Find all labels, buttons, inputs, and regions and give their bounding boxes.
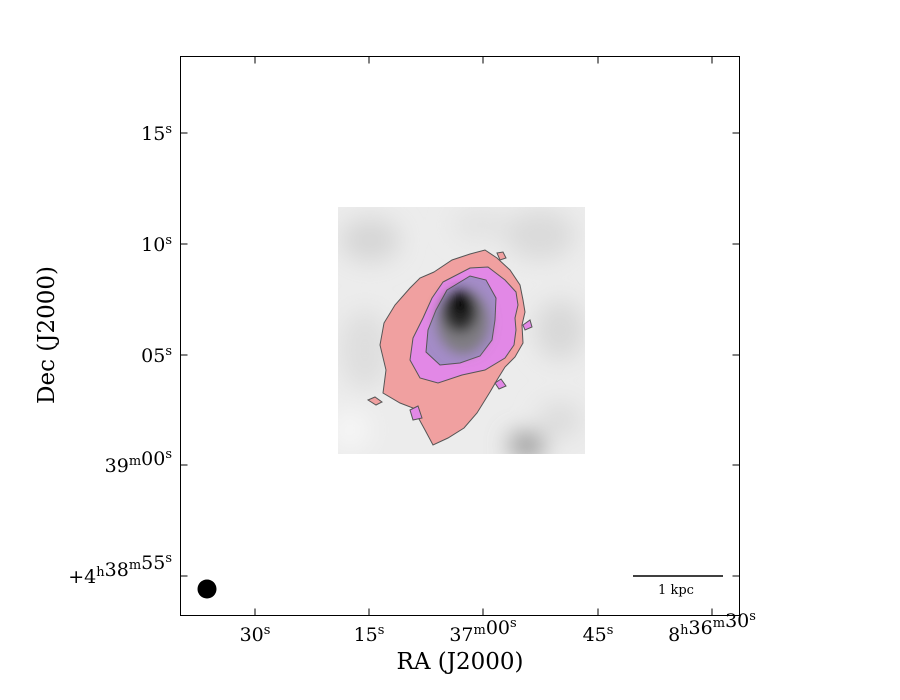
x-axis-ticks: 30s 15s 37m00s 45s 8h36m30s	[240, 56, 756, 646]
x-tick-label: 37m00s	[449, 616, 516, 646]
background-noise	[338, 210, 585, 454]
contour-island	[494, 378, 507, 390]
contour-island	[409, 405, 423, 421]
contour-island	[522, 319, 533, 331]
y-tick-label: 15s	[141, 122, 172, 145]
x-tick-label: 15s	[354, 623, 385, 646]
y-axis-title: Dec (J2000)	[34, 266, 60, 404]
x-tick-label: 8h36m30s	[668, 609, 756, 646]
y-tick-label: +4h38m55s	[68, 551, 172, 588]
scalebar-label: 1 kpc	[658, 583, 694, 598]
x-axis-title: RA (J2000)	[397, 649, 524, 675]
y-tick-label: 10s	[141, 233, 172, 256]
y-tick-label: 05s	[141, 344, 172, 367]
x-tick-label: 30s	[240, 623, 271, 646]
x-tick-label: 45s	[583, 623, 614, 646]
y-tick-label: 39m00s	[105, 447, 172, 477]
y-axis-ticks: 15s 10s 05s 39m00s +4h38m55s	[68, 122, 740, 588]
contour-island	[496, 251, 507, 261]
contour-island	[366, 396, 383, 406]
beam-ellipse	[197, 579, 217, 599]
plot-frame	[180, 56, 740, 616]
source-core	[437, 290, 489, 354]
